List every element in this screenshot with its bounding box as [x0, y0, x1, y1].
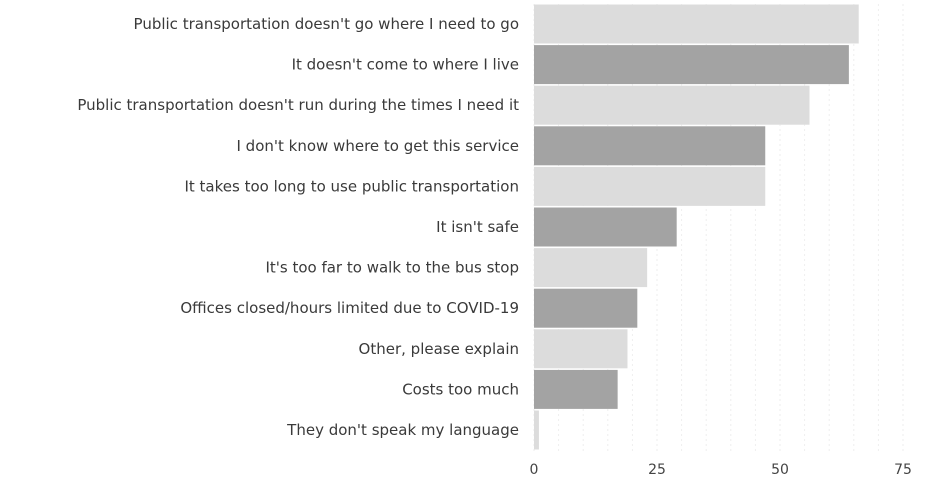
bar-8	[534, 329, 628, 369]
bar-4	[534, 166, 766, 206]
category-label-6: It's too far to walk to the bus stop	[265, 259, 519, 277]
category-label-8: Other, please explain	[359, 340, 519, 358]
category-label-5: It isn't safe	[436, 218, 519, 236]
bar-10	[534, 410, 539, 450]
bar-2	[534, 85, 810, 125]
category-label-1: It doesn't come to where I live	[292, 56, 519, 74]
x-tick-label-3: 75	[894, 462, 912, 478]
category-labels: Public transportation doesn't go where I…	[77, 15, 519, 439]
bar-6	[534, 248, 648, 288]
bar-5	[534, 207, 677, 247]
bars	[534, 4, 859, 450]
category-label-7: Offices closed/hours limited due to COVI…	[180, 299, 519, 317]
x-axis-ticks: 0 25 50 75	[530, 462, 912, 478]
category-label-0: Public transportation doesn't go where I…	[134, 15, 519, 33]
category-label-2: Public transportation doesn't run during…	[77, 96, 519, 114]
category-label-9: Costs too much	[402, 380, 519, 398]
x-tick-label-2: 50	[771, 462, 789, 478]
bar-0	[534, 4, 859, 44]
bar-7	[534, 288, 638, 328]
bar-9	[534, 369, 618, 409]
category-label-10: They don't speak my language	[286, 421, 519, 439]
bar-3	[534, 126, 766, 166]
x-tick-label-1: 25	[648, 462, 666, 478]
bar-1	[534, 45, 849, 85]
category-label-4: It takes too long to use public transpor…	[184, 177, 519, 195]
category-label-3: I don't know where to get this service	[236, 137, 519, 155]
x-tick-label-0: 0	[530, 462, 539, 478]
